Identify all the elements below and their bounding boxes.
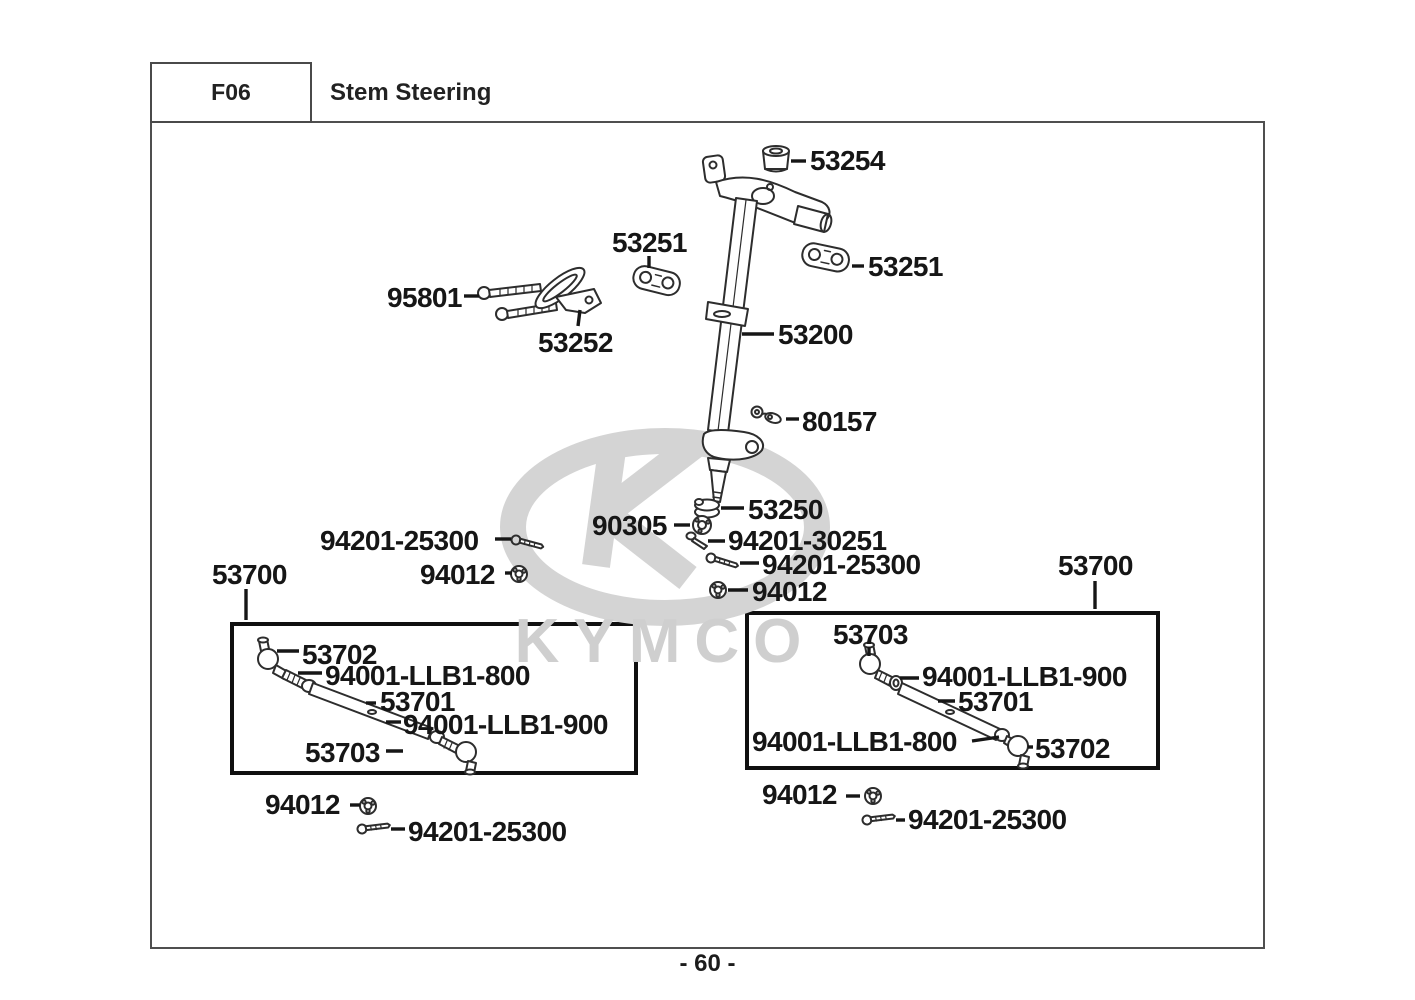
- part-label-95801: 95801: [387, 282, 462, 313]
- part-53250-collar: [694, 498, 720, 519]
- part-label-53701-left: 53701: [380, 686, 455, 717]
- part-label-53702-right: 53702: [1035, 733, 1110, 764]
- part-label-94001-llb1-900-right: 94001-LLB1-900: [922, 661, 1127, 692]
- part-label-53700-right: 53700: [1058, 550, 1133, 581]
- part-label-80157: 80157: [802, 406, 877, 437]
- part-53251-clamp-upper: [632, 265, 681, 297]
- part-label-53252: 53252: [538, 327, 613, 358]
- part-label-90305: 90305: [592, 510, 667, 541]
- part-label-53200: 53200: [778, 319, 853, 350]
- part-53254-bushing: [762, 145, 790, 173]
- part-label-94201-30251: 94201-30251: [728, 525, 887, 556]
- kymco-logo-watermark: [500, 428, 830, 626]
- part-label-53702-left: 53702: [302, 639, 377, 670]
- part-94201-25300-pin-bottom-right: [861, 813, 896, 826]
- part-label-94012-mid-right: 94012: [752, 576, 827, 607]
- part-94201-30251-bolt: [685, 531, 708, 550]
- kymco-watermark-text: KYMCO: [515, 607, 816, 676]
- section-code: F06: [211, 79, 251, 105]
- page-title: Stem Steering: [330, 79, 492, 106]
- part-label-94001-llb1-800-left: 94001-LLB1-800: [325, 660, 530, 691]
- part-label-53703-right: 53703: [833, 619, 908, 650]
- part-tie-rod-right: [859, 641, 1030, 770]
- part-label-94012-mid-left: 94012: [420, 559, 495, 590]
- part-tie-rod-left: [257, 636, 477, 776]
- part-label-94201-25300-mid-right: 94201-25300: [762, 549, 921, 580]
- part-53251-clamp-right: [801, 242, 850, 273]
- part-label-53251-right: 53251: [868, 251, 943, 282]
- part-label-94201-25300-bottom-right: 94201-25300: [908, 804, 1067, 835]
- tie-rod-assembly-box-right: [745, 611, 1160, 770]
- part-94012-nut-bottom-right: [864, 787, 882, 805]
- part-label-94001-llb1-900-left: 94001-LLB1-900: [403, 709, 608, 740]
- leader-lines: [244, 159, 1097, 831]
- part-label-94012-bottom-left: 94012: [265, 789, 340, 820]
- page-number: - 60 -: [679, 950, 736, 977]
- part-label-94012-bottom-right: 94012: [762, 779, 837, 810]
- part-label-53701-right: 53701: [958, 686, 1033, 717]
- part-53252-clamp-plate: [534, 266, 602, 314]
- part-label-94201-25300-bottom-left: 94201-25300: [408, 816, 567, 847]
- section-code-box: F06: [150, 62, 312, 123]
- part-94012-nut-mid-left: [510, 565, 528, 583]
- part-label-53250: 53250: [748, 494, 823, 525]
- part-label-53700-left: 53700: [212, 559, 287, 590]
- part-94012-nut-mid-right: [709, 581, 727, 599]
- part-label-94201-25300-mid-left: 94201-25300: [320, 525, 479, 556]
- tie-rod-assembly-box-left: [230, 622, 638, 775]
- part-label-53703-left: 53703: [305, 737, 380, 768]
- part-94201-25300-pin-mid-left: [510, 534, 545, 550]
- part-80157-clip: [750, 405, 782, 424]
- part-label-94001-llb1-800-right: 94001-LLB1-800: [752, 726, 957, 757]
- part-94201-25300-pin-mid-right: [705, 552, 739, 569]
- part-label-53254: 53254: [810, 145, 885, 176]
- part-90305-nut: [692, 515, 712, 535]
- part-label-53251-upper: 53251: [612, 227, 687, 258]
- part-53200-steering-stem: [701, 197, 764, 503]
- part-94012-nut-bottom-left: [359, 797, 377, 815]
- part-94201-25300-pin-bottom-left: [356, 822, 391, 835]
- diagram-frame: [150, 121, 1265, 949]
